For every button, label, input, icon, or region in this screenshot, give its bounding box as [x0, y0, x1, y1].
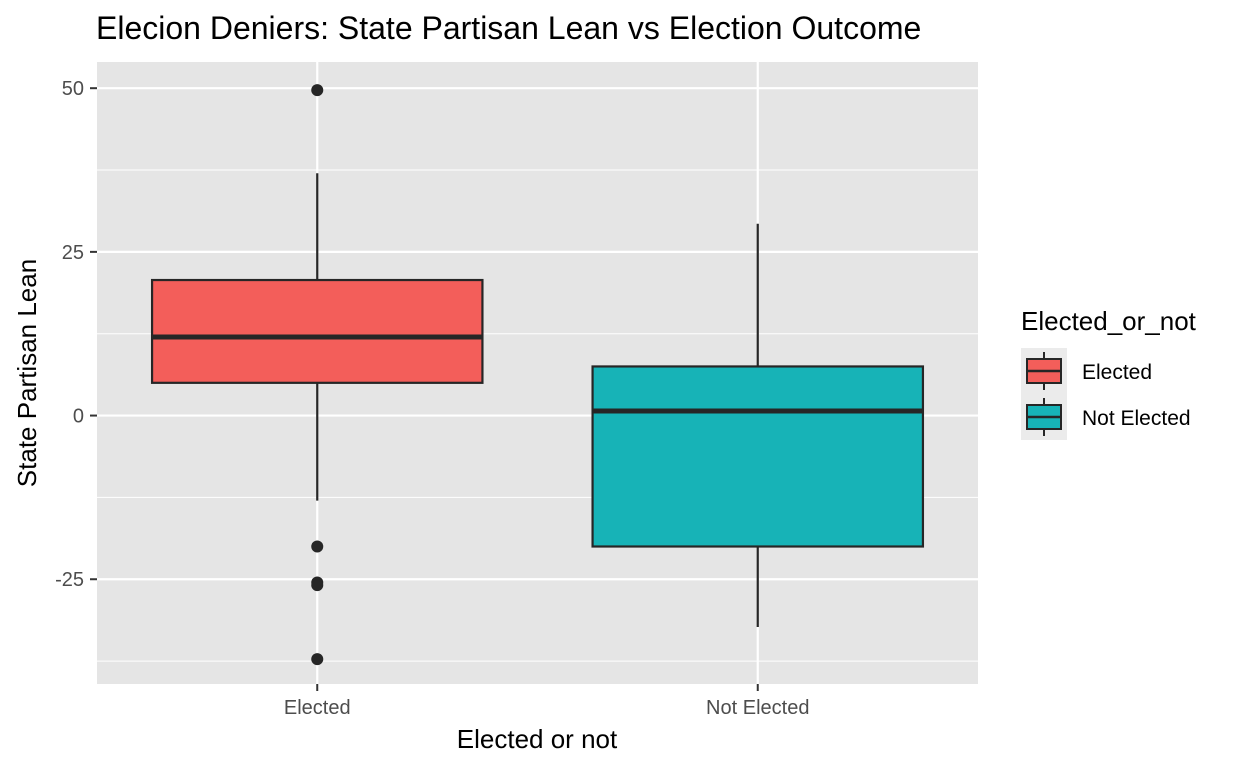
box-iqr [150, 278, 484, 384]
plot-panel [97, 62, 978, 684]
outlier-point [311, 84, 324, 97]
x-axis-title: Elected or not [457, 724, 618, 754]
legend-title: Elected_or_not [1021, 306, 1197, 336]
x-axis: Elected Not Elected [284, 684, 809, 719]
legend: Elected_or_not Elected Not Elected [1021, 306, 1197, 440]
outlier-point [311, 653, 324, 666]
outlier-point [311, 579, 324, 592]
y-tick-label: -25 [55, 569, 84, 591]
y-axis: -25 0 25 50 [55, 78, 97, 591]
y-tick-label: 50 [62, 78, 84, 100]
boxes [150, 84, 925, 666]
legend-key-elected: Elected [1021, 348, 1152, 394]
x-tick-label: Not Elected [706, 697, 809, 719]
box-not-elected [591, 223, 925, 628]
x-tick-label: Elected [284, 697, 351, 719]
legend-keys: Elected Not Elected [1021, 348, 1191, 440]
box-elected [150, 84, 484, 666]
legend-label: Not Elected [1082, 407, 1191, 430]
chart-title: Elecion Deniers: State Partisan Lean vs … [96, 10, 921, 46]
outlier-point [311, 540, 324, 553]
legend-label: Elected [1082, 361, 1152, 384]
y-axis-title: State Partisan Lean [12, 259, 42, 487]
y-tick-label: 0 [73, 406, 84, 428]
box-iqr [591, 365, 925, 548]
legend-key-not-elected: Not Elected [1021, 394, 1191, 440]
y-tick-label: 25 [62, 242, 84, 264]
